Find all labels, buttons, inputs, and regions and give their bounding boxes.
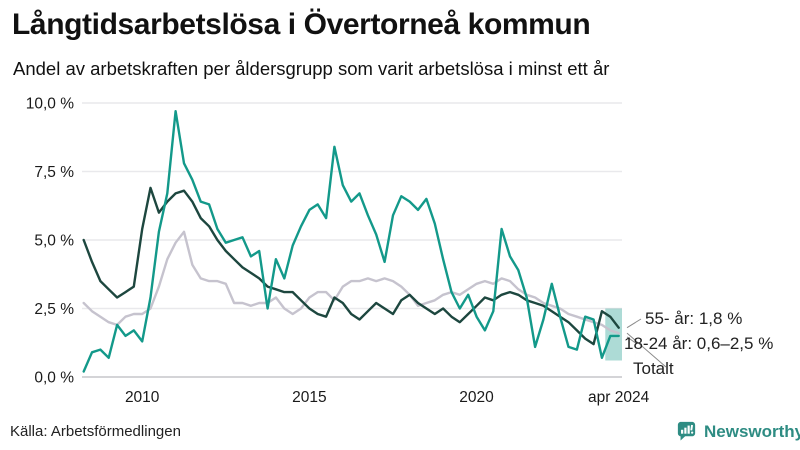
series-line-totalt	[82, 230, 620, 335]
connector-18-24-years	[626, 336, 638, 345]
y-tick-label: 7,5 %	[34, 164, 74, 181]
series-line-18-24-r	[82, 110, 620, 373]
x-tick-label: apr 2024	[588, 389, 650, 406]
x-tick-label: 2020	[459, 389, 494, 406]
y-tick-label: 2,5 %	[34, 301, 74, 318]
newsworthy-logo[interactable]: Newsworthy	[675, 420, 800, 443]
y-tick-label: 10,0 %	[26, 96, 74, 113]
series-line-55-r	[82, 186, 620, 346]
y-tick-label: 0,0 %	[34, 370, 74, 387]
source-credit: Källa: Arbetsförmedlingen	[10, 423, 181, 440]
connector-total	[626, 332, 667, 368]
uncertainty-band	[605, 308, 622, 361]
line-chart: 0,0 % 2,5 % 5,0 % 7,5 % 10,0 % 2010 2015 2020 ap…	[26, 96, 667, 406]
end-label-55-years: 55- år: 1,8 %	[645, 309, 743, 328]
x-tick-label: 2010	[125, 389, 160, 406]
end-label-total: Totalt	[633, 359, 674, 378]
page-title: Långtidsarbetslösa i Övertorneå kommun	[12, 8, 591, 41]
page-subtitle: Andel av arbetskraften per åldersgrupp s…	[13, 58, 610, 79]
x-tick-label: 2015	[292, 389, 326, 406]
newsworthy-bubble-icon	[677, 421, 696, 441]
connector-55-years	[626, 318, 642, 329]
end-label-18-24-years: 18-24 år: 0,6–2,5 %	[624, 334, 774, 353]
y-tick-label: 5,0 %	[34, 233, 74, 250]
newsworthy-wordmark: Newsworthy	[704, 421, 800, 441]
